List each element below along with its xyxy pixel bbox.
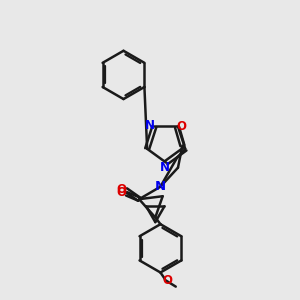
Text: N: N — [145, 119, 155, 132]
Text: O: O — [176, 120, 187, 133]
Text: O: O — [116, 186, 126, 199]
Text: O: O — [116, 183, 126, 196]
Text: N: N — [160, 161, 170, 175]
Text: O: O — [162, 274, 172, 287]
Text: N: N — [155, 180, 166, 193]
